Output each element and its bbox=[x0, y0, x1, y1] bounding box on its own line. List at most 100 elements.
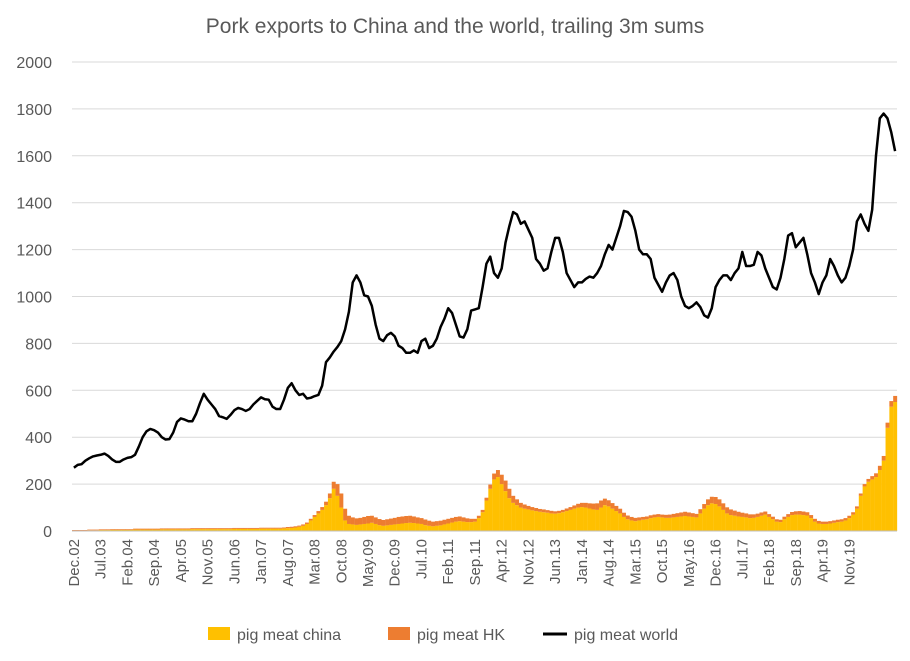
bar-hk-46 bbox=[247, 527, 252, 529]
bar-china-29 bbox=[182, 529, 187, 531]
bar-hk-126 bbox=[553, 511, 558, 514]
bar-china-98 bbox=[446, 523, 451, 531]
bar-hk-127 bbox=[557, 510, 562, 514]
bar-china-128 bbox=[560, 512, 565, 531]
bar-hk-202 bbox=[843, 518, 848, 521]
bar-china-136 bbox=[591, 509, 596, 531]
bar-china-76 bbox=[362, 523, 367, 531]
bar-hk-113 bbox=[503, 480, 508, 492]
bar-china-170 bbox=[721, 509, 726, 531]
bar-china-144 bbox=[622, 516, 626, 531]
bar-china-127 bbox=[557, 513, 562, 531]
bar-hk-104 bbox=[469, 518, 474, 523]
bar-china-197 bbox=[824, 523, 829, 531]
bar-china-203 bbox=[847, 518, 852, 531]
bar-china-111 bbox=[495, 477, 500, 531]
bar-china-131 bbox=[572, 508, 577, 531]
y-tick-label-1000: 1000 bbox=[16, 290, 52, 307]
bar-china-201 bbox=[839, 521, 844, 531]
bar-china-181 bbox=[763, 514, 768, 531]
x-tick-label: Oct.08 bbox=[333, 539, 350, 583]
bar-hk-117 bbox=[518, 502, 523, 508]
bar-hk-54 bbox=[278, 527, 283, 529]
bar-hk-30 bbox=[186, 528, 191, 530]
bar-china-171 bbox=[725, 513, 730, 531]
bar-hk-141 bbox=[610, 503, 615, 509]
bar-china-30 bbox=[186, 529, 191, 531]
bar-china-10 bbox=[110, 529, 115, 531]
bar-china-212 bbox=[881, 460, 886, 531]
bar-china-208 bbox=[866, 481, 871, 531]
bar-hk-78 bbox=[369, 515, 374, 523]
bar-china-84 bbox=[392, 524, 397, 531]
bar-hk-162 bbox=[690, 513, 695, 517]
bar-china-17 bbox=[136, 529, 141, 531]
bar-china-165 bbox=[702, 508, 707, 531]
bar-china-77 bbox=[366, 523, 371, 531]
bar-china-195 bbox=[816, 523, 821, 531]
bar-china-137 bbox=[595, 509, 600, 531]
x-tick-label: Dec.02 bbox=[66, 539, 83, 587]
bar-hk-208 bbox=[866, 478, 871, 482]
bar-hk-170 bbox=[721, 503, 726, 510]
x-tick-label: Jul.03 bbox=[93, 539, 110, 579]
bar-hk-20 bbox=[148, 528, 153, 530]
bar-hk-189 bbox=[793, 511, 798, 515]
bar-hk-60 bbox=[301, 524, 306, 526]
legend-swatch-china bbox=[208, 627, 230, 640]
bar-china-92 bbox=[423, 525, 428, 531]
bar-china-24 bbox=[163, 529, 168, 531]
bar-china-156 bbox=[667, 517, 672, 531]
bar-hk-131 bbox=[572, 505, 577, 509]
bar-china-180 bbox=[759, 515, 764, 531]
bar-china-172 bbox=[728, 515, 733, 531]
bar-hk-199 bbox=[832, 520, 837, 523]
bar-china-28 bbox=[178, 529, 183, 531]
bar-china-35 bbox=[205, 529, 210, 531]
bar-hk-116 bbox=[515, 499, 520, 506]
bar-hk-210 bbox=[874, 473, 879, 478]
legend-label-hk: pig meat HK bbox=[417, 627, 505, 644]
bar-china-120 bbox=[530, 510, 535, 531]
bar-hk-187 bbox=[786, 514, 791, 517]
bar-hk-28 bbox=[178, 528, 183, 530]
bar-china-51 bbox=[266, 528, 271, 531]
bar-china-142 bbox=[614, 511, 619, 531]
bar-china-69 bbox=[335, 495, 340, 531]
series-line-world bbox=[73, 112, 897, 469]
bar-hk-98 bbox=[446, 518, 451, 524]
bar-china-108 bbox=[484, 500, 489, 531]
bar-china-97 bbox=[442, 524, 447, 531]
bar-hk-149 bbox=[641, 516, 646, 520]
bar-china-25 bbox=[167, 529, 172, 531]
bar-hk-160 bbox=[683, 511, 688, 516]
bar-china-115 bbox=[511, 502, 516, 531]
bar-hk-32 bbox=[194, 528, 199, 530]
bar-hk-79 bbox=[373, 517, 378, 524]
bar-china-133 bbox=[579, 507, 584, 531]
bar-hk-103 bbox=[465, 518, 470, 523]
bar-hk-178 bbox=[751, 514, 756, 518]
bar-hk-37 bbox=[213, 528, 218, 530]
x-tick-label: Apr.12 bbox=[494, 539, 511, 582]
x-tick-label: May.09 bbox=[360, 539, 377, 587]
bar-hk-154 bbox=[660, 514, 665, 518]
x-tick-label: Sep.11 bbox=[467, 539, 484, 585]
legend: pig meat china pig meat HK pig meat worl… bbox=[208, 627, 678, 644]
x-tick-label: Jun.13 bbox=[547, 539, 564, 584]
bar-china-114 bbox=[507, 498, 512, 531]
bar-china-26 bbox=[171, 529, 176, 531]
x-tick-label: Apr.05 bbox=[173, 539, 190, 582]
bar-hk-93 bbox=[427, 520, 432, 526]
bar-hk-203 bbox=[847, 515, 852, 519]
bar-china-123 bbox=[541, 512, 546, 531]
bar-china-214 bbox=[889, 406, 894, 531]
bar-china-107 bbox=[480, 512, 485, 531]
bar-china-74 bbox=[354, 524, 359, 531]
bar-china-154 bbox=[660, 517, 665, 531]
bar-china-157 bbox=[671, 517, 676, 531]
bar-hk-99 bbox=[450, 517, 455, 523]
stacked-bars bbox=[72, 395, 898, 531]
bar-hk-43 bbox=[236, 527, 241, 529]
